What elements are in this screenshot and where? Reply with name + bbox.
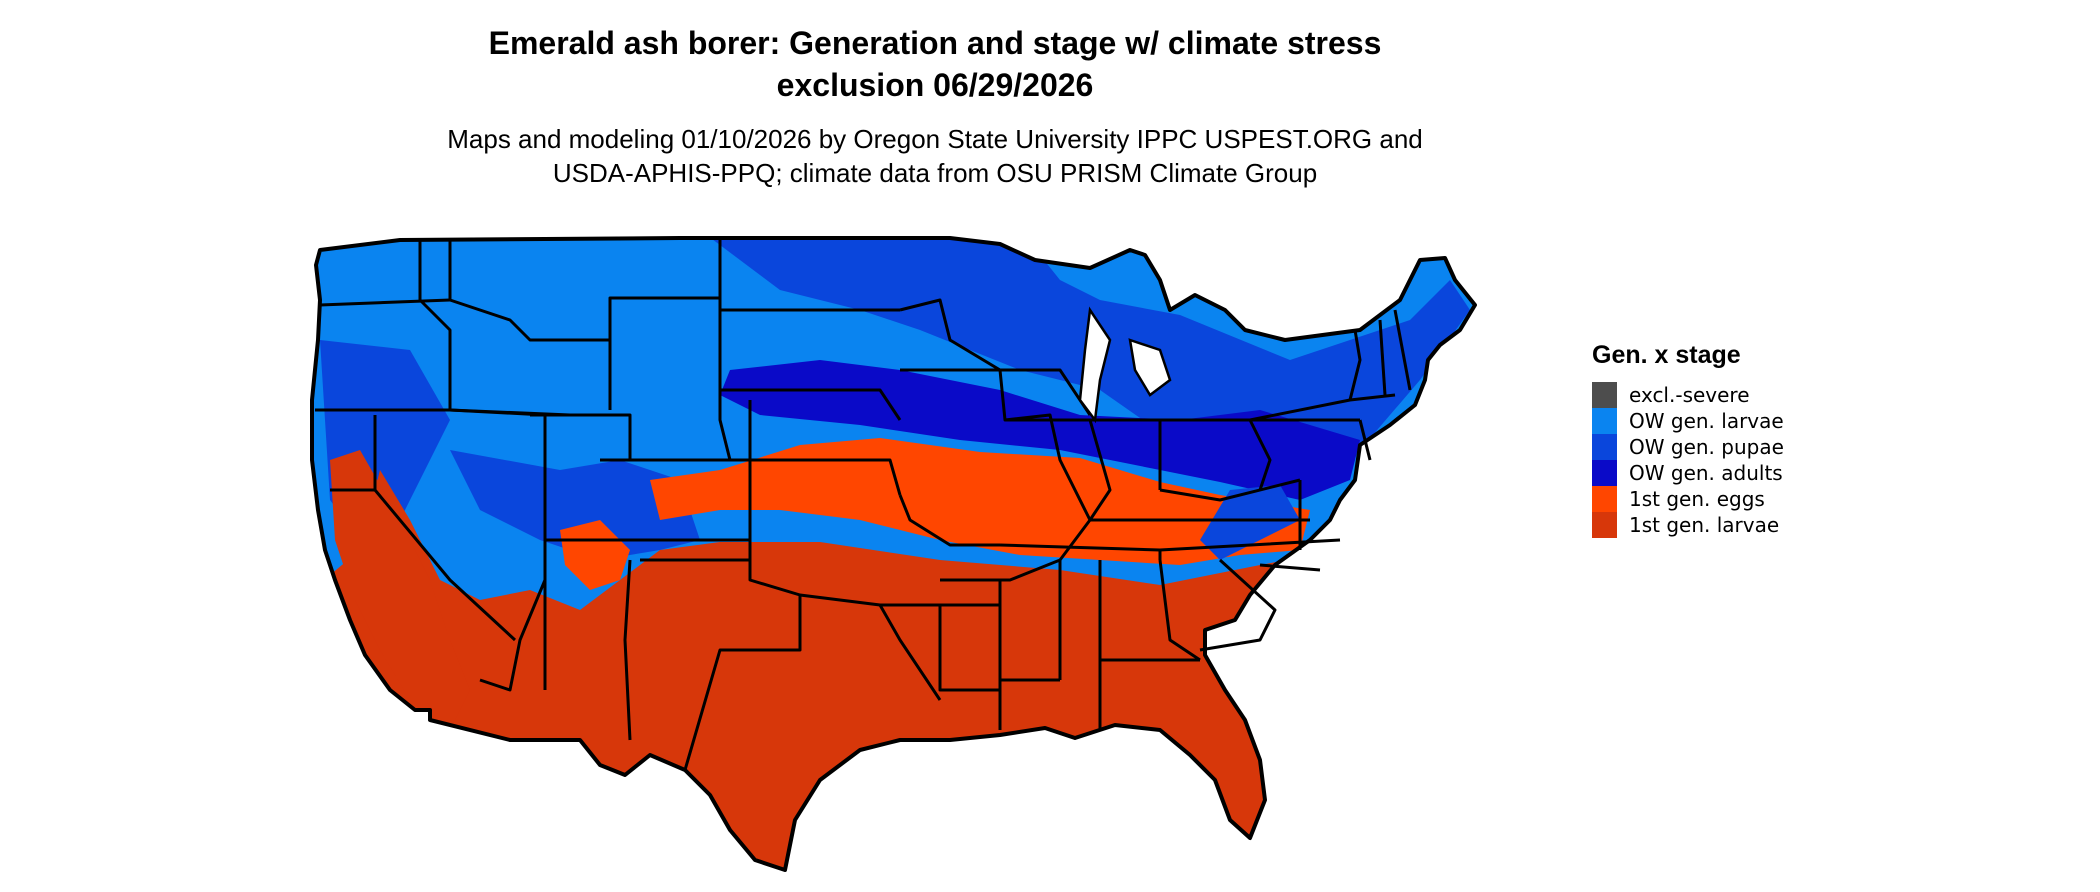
legend-label: OW gen. pupae (1629, 435, 1784, 459)
map-title-line-2: exclusion 06/29/2026 (776, 67, 1094, 103)
legend-swatch (1592, 434, 1617, 460)
adults-zone (720, 360, 1360, 500)
legend-swatch (1592, 408, 1617, 434)
map-subtitle-line-2: USDA-APHIS-PPQ; climate data from OSU PR… (552, 158, 1318, 188)
legend-label: OW gen. adults (1629, 461, 1783, 485)
legend-label: excl.-severe (1629, 383, 1750, 407)
map-title: Emerald ash borer: Generation and stage … (0, 22, 1870, 106)
legend-label: 1st gen. eggs (1629, 487, 1765, 511)
legend-item: OW gen. larvae (1592, 408, 1892, 434)
legend-item: 1st gen. eggs (1592, 486, 1892, 512)
legend-swatch (1592, 382, 1617, 408)
legend-swatch (1592, 512, 1617, 538)
map-subtitle-line-1: Maps and modeling 01/10/2026 by Oregon S… (447, 124, 1423, 154)
map-legend: Gen. x stage excl.-severe OW gen. larvae… (1592, 340, 1892, 538)
legend-item: 1st gen. larvae (1592, 512, 1892, 538)
legend-label: OW gen. larvae (1629, 409, 1784, 433)
map-subtitle: Maps and modeling 01/10/2026 by Oregon S… (0, 122, 1870, 190)
legend-swatch (1592, 460, 1617, 486)
legend-swatch (1592, 486, 1617, 512)
pupae-zone-appalachian (1200, 485, 1300, 560)
larvae-1st-zone-california (330, 450, 470, 730)
eggs-zone-southwest-patch (560, 520, 630, 590)
legend-label: 1st gen. larvae (1629, 513, 1780, 537)
pupae-zone-southwest (450, 450, 700, 560)
legend-title: Gen. x stage (1592, 341, 1741, 369)
map-title-line-1: Emerald ash borer: Generation and stage … (488, 25, 1382, 61)
eggs-zone (650, 438, 1310, 565)
legend-item: OW gen. adults (1592, 460, 1892, 486)
us-stage-map (310, 236, 1477, 872)
legend-item: OW gen. pupae (1592, 434, 1892, 460)
legend-item: excl.-severe (1592, 382, 1892, 408)
legend-items: excl.-severe OW gen. larvae OW gen. pupa… (1592, 382, 1892, 538)
great-lakes (1078, 306, 1172, 424)
state-boundaries (315, 238, 1412, 771)
